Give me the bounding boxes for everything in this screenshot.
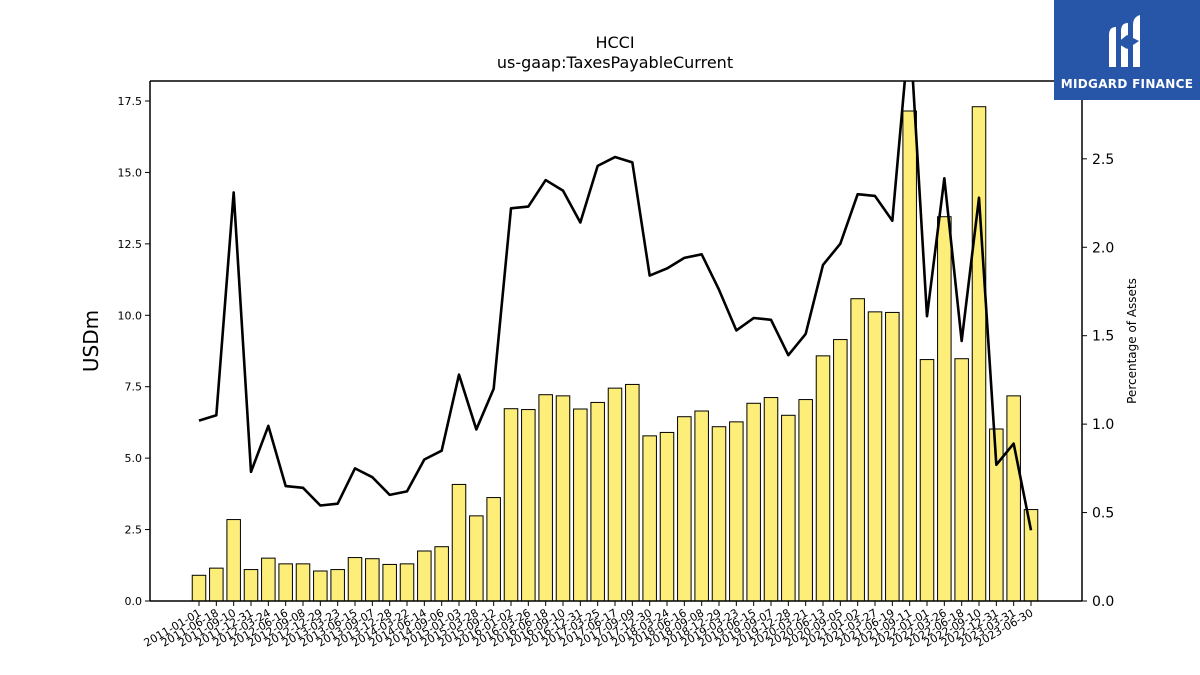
bar xyxy=(677,416,692,602)
bar xyxy=(781,414,796,602)
y2-axis-label: Percentage of Assets xyxy=(1125,278,1139,404)
bar xyxy=(729,421,744,602)
y-axis-label: USDm xyxy=(79,310,103,372)
y-tick-label: 17.5 xyxy=(118,95,143,108)
y-tick-label: 2.5 xyxy=(125,524,143,537)
midgard-logo-icon xyxy=(1109,15,1140,67)
bar xyxy=(885,311,900,602)
bar xyxy=(1023,509,1039,602)
y-tick-label: 0.0 xyxy=(125,595,143,608)
y-tick-label: 5.0 xyxy=(125,452,143,465)
bar xyxy=(365,558,380,602)
y2-tick-label: 1.0 xyxy=(1092,417,1114,433)
bar xyxy=(399,563,415,602)
bar xyxy=(937,216,952,602)
bar xyxy=(451,483,467,602)
bars-group xyxy=(191,106,1039,602)
bar xyxy=(694,410,709,602)
bar xyxy=(417,550,432,602)
bar xyxy=(503,408,519,602)
bar xyxy=(521,409,536,602)
bar xyxy=(902,110,917,602)
bar xyxy=(642,435,657,602)
bar xyxy=(763,397,779,602)
bar xyxy=(209,567,224,602)
bar xyxy=(313,570,328,602)
bar xyxy=(434,546,449,602)
bar xyxy=(555,395,571,602)
bar xyxy=(191,574,207,602)
y-tick-label: 7.5 xyxy=(125,381,143,394)
bar xyxy=(295,563,311,602)
bar xyxy=(486,497,501,602)
midgard-finance-logo: MIDGARD FINANCE xyxy=(1054,0,1200,100)
bar xyxy=(971,106,987,602)
chart-subtitle: us-gaap:TaxesPayableCurrent xyxy=(497,53,733,72)
axes-group: 0.0 2.5 5.0 7.5 10.0 12.5 15.0 17.5 0.0 0.5 1.0 1.5… xyxy=(118,80,1114,650)
bar xyxy=(1006,395,1021,602)
bar xyxy=(815,355,831,602)
bar xyxy=(659,431,675,602)
y-tick-label: 12.5 xyxy=(118,238,143,251)
bar xyxy=(226,519,241,602)
y-tick-label: 10.0 xyxy=(118,309,143,322)
bar xyxy=(746,402,761,602)
y2-tick-label: 0.5 xyxy=(1092,506,1114,522)
bar xyxy=(867,311,883,602)
y2-tick-label: 0.0 xyxy=(1092,594,1114,610)
bar xyxy=(347,557,363,602)
y2-tick-label: 2.5 xyxy=(1092,152,1114,168)
y2-tick-label: 2.0 xyxy=(1092,240,1114,256)
bar xyxy=(538,394,553,602)
bar xyxy=(833,339,848,602)
bar xyxy=(850,298,865,602)
bar xyxy=(607,387,623,602)
chart-title: HCCI xyxy=(595,33,634,52)
bar xyxy=(625,383,640,602)
bar xyxy=(278,563,293,602)
bar xyxy=(798,399,813,602)
line-group xyxy=(198,81,1033,531)
bar xyxy=(261,557,276,602)
percentage-line xyxy=(198,81,1033,531)
bar xyxy=(243,569,259,602)
y-tick-label: 15.0 xyxy=(118,166,143,179)
bar xyxy=(469,515,484,602)
bar xyxy=(711,426,727,602)
bar xyxy=(330,569,345,602)
y2-tick-label: 1.5 xyxy=(1092,329,1114,345)
bar xyxy=(954,358,969,602)
logo-text: MIDGARD FINANCE xyxy=(1060,77,1194,91)
bar xyxy=(382,563,397,602)
bar xyxy=(919,359,935,602)
bar xyxy=(573,408,588,602)
bar xyxy=(590,401,605,602)
